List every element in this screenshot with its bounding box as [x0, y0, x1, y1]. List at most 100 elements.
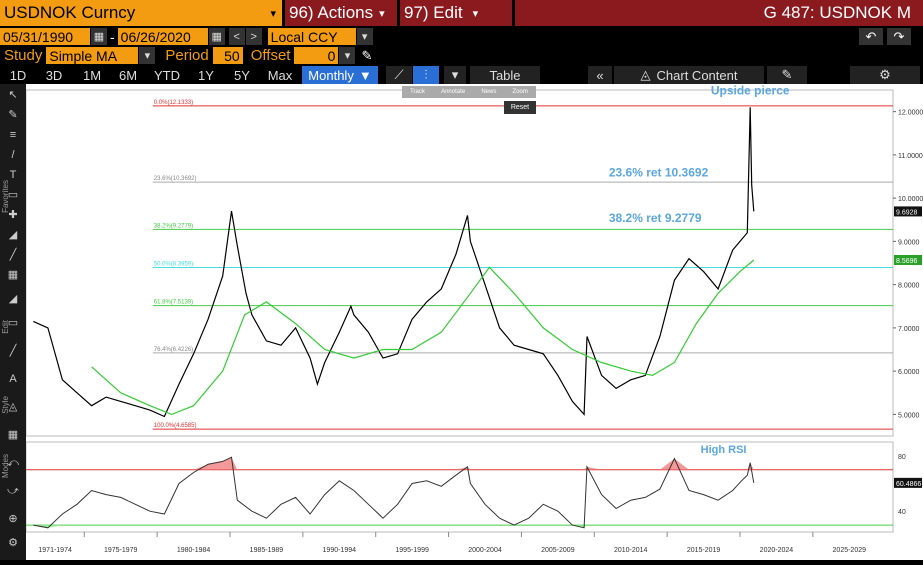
- undo-icon[interactable]: ↶: [859, 28, 883, 45]
- security-name: USDNOK Curncy: [4, 3, 136, 22]
- fib-label: 23.6%(10.3692): [154, 176, 197, 182]
- chevron-down-icon[interactable]: ▾: [444, 66, 466, 84]
- calendar-icon[interactable]: ▦: [91, 28, 107, 45]
- table-button[interactable]: Table: [470, 66, 540, 84]
- annotate-button[interactable]: Annotate: [441, 89, 466, 95]
- line-chart-icon[interactable]: ⟋: [386, 66, 412, 84]
- fib-label: 50.0%(8.3959): [154, 262, 193, 268]
- chart-annotation: 38.2% ret 9.2779: [609, 211, 702, 225]
- side-label-style: Style: [1, 396, 10, 414]
- tab-1y[interactable]: 1Y: [198, 67, 214, 83]
- rsi-panel: [25, 441, 894, 533]
- grid-icon[interactable]: ▦: [7, 269, 19, 281]
- last-price-tag: 9.6928: [896, 209, 918, 216]
- y-tick-label: 7.0000: [898, 326, 920, 333]
- prev-button[interactable]: <: [228, 28, 245, 45]
- undo-icon[interactable]: ⤺: [7, 457, 19, 469]
- chevron-down-icon[interactable]: ▾: [139, 47, 156, 64]
- rsi-annotation: High RSI: [701, 444, 747, 456]
- tab-1d[interactable]: 1D: [9, 67, 27, 83]
- shape-icon[interactable]: ◢: [8, 229, 18, 241]
- edit-label: 97) Edit: [404, 3, 463, 22]
- chevron-down-icon[interactable]: ▾: [339, 47, 356, 64]
- chevron-down-icon[interactable]: ▾: [356, 28, 373, 45]
- security-title[interactable]: USDNOK Curncy ▾: [0, 0, 282, 26]
- side-label-modes: Modes: [1, 454, 10, 479]
- shape-icon[interactable]: ◢: [8, 293, 18, 305]
- tab-ytd[interactable]: YTD: [154, 67, 180, 83]
- x-tick-label: 2025-2029: [833, 547, 867, 554]
- gear-icon[interactable]: ⚙: [8, 537, 18, 549]
- tab-5y[interactable]: 5Y: [234, 67, 250, 83]
- line-icon[interactable]: ╱: [9, 345, 17, 357]
- track-button[interactable]: Track: [410, 89, 425, 95]
- ruler-icon[interactable]: ▭: [7, 189, 19, 201]
- y-tick-label: 9.0000: [898, 239, 920, 246]
- tab-6m[interactable]: 6M: [118, 67, 138, 83]
- y-tick-label: 12.0000: [898, 110, 923, 117]
- currency-select[interactable]: Local CCY: [267, 28, 356, 45]
- period-label: Period: [165, 47, 209, 64]
- pencil-icon[interactable]: ✎: [361, 47, 373, 63]
- reset-button[interactable]: Reset: [504, 101, 536, 114]
- reset-label: Reset: [510, 104, 530, 111]
- grid-icon[interactable]: ▦: [7, 429, 19, 441]
- period-input[interactable]: 50: [212, 47, 243, 64]
- offset-input[interactable]: 0: [294, 47, 339, 64]
- tab-1m[interactable]: 1M: [82, 67, 102, 83]
- tab-3d[interactable]: 3D: [45, 67, 63, 83]
- zoom-button[interactable]: Zoom: [512, 89, 528, 95]
- study-select[interactable]: Simple MA: [46, 47, 139, 64]
- chart-content-button[interactable]: ◬ Chart Content: [614, 66, 764, 84]
- frequency-label: Monthly: [308, 67, 354, 83]
- price-line: [33, 107, 755, 418]
- edit-icon[interactable]: ✎: [767, 66, 807, 84]
- y-tick-label: 11.0000: [898, 153, 923, 160]
- fib-label: 61.8%(7.5139): [154, 300, 193, 306]
- chevron-down-icon: ▼: [358, 67, 372, 83]
- redo-icon[interactable]: ⤻: [7, 485, 19, 497]
- frequency-select[interactable]: Monthly ▼: [302, 66, 378, 84]
- study-label: Study: [4, 47, 43, 64]
- redo-icon[interactable]: ↷: [887, 28, 911, 45]
- chevron-down-icon: ▾: [379, 7, 385, 20]
- last-price-tag-bg: [894, 206, 922, 217]
- end-date-field[interactable]: 06/26/2020: [117, 28, 208, 45]
- line-icon[interactable]: /: [11, 149, 15, 161]
- actions-label: 96) Actions: [289, 3, 374, 22]
- tab-max[interactable]: Max: [267, 67, 293, 83]
- text-icon[interactable]: A: [9, 373, 17, 385]
- calendar-icon[interactable]: ▦: [208, 28, 225, 45]
- shape-icon[interactable]: ◬: [8, 401, 18, 413]
- date-dash: -: [110, 28, 115, 45]
- x-tick-label: 2015-2019: [687, 547, 721, 554]
- x-tick-label: 1971-1974: [38, 547, 72, 554]
- actions-menu[interactable]: 96) Actions ▾: [285, 0, 397, 26]
- ruler-icon[interactable]: ▭: [7, 317, 19, 329]
- fib-label: 0.0%(12.1333): [154, 100, 193, 106]
- next-button[interactable]: >: [245, 28, 262, 45]
- edit-menu[interactable]: 97) Edit ▾: [400, 0, 512, 26]
- dropdown-icon: ▾: [270, 7, 276, 20]
- tab-bar: 1D 3D 1M 6M YTD 1Y 5Y Max Monthly ▼ ⟋ ⫶ ▾…: [0, 66, 923, 84]
- collapse-icon[interactable]: «: [588, 66, 612, 84]
- text-icon[interactable]: T: [9, 169, 17, 181]
- rsi-low-fill: [584, 525, 587, 528]
- chevron-down-icon: ▾: [472, 7, 479, 20]
- start-date-field[interactable]: 05/31/1990: [0, 28, 90, 45]
- crosshair-icon[interactable]: ⊕: [8, 513, 18, 525]
- gear-icon[interactable]: ⚙: [850, 66, 920, 84]
- ma-value-tag: 8.5696: [896, 258, 918, 265]
- ma-line: [91, 259, 755, 416]
- rsi-last-tag: 60.4866: [896, 481, 921, 488]
- bar-chart-icon[interactable]: ⫶: [413, 66, 439, 84]
- news-button[interactable]: News: [481, 89, 497, 95]
- rsi-high-fill: [587, 466, 602, 470]
- pencil-icon[interactable]: ✎: [8, 109, 18, 121]
- line-icon[interactable]: ╱: [9, 249, 17, 261]
- chart-overlay-menu: Track Annotate News Zoom: [402, 86, 536, 98]
- cursor-icon[interactable]: ↖: [8, 89, 18, 101]
- crosshair-icon[interactable]: ✚: [8, 209, 18, 221]
- x-tick-label: 1985-1989: [250, 547, 284, 554]
- fib-icon[interactable]: ≡: [9, 129, 17, 141]
